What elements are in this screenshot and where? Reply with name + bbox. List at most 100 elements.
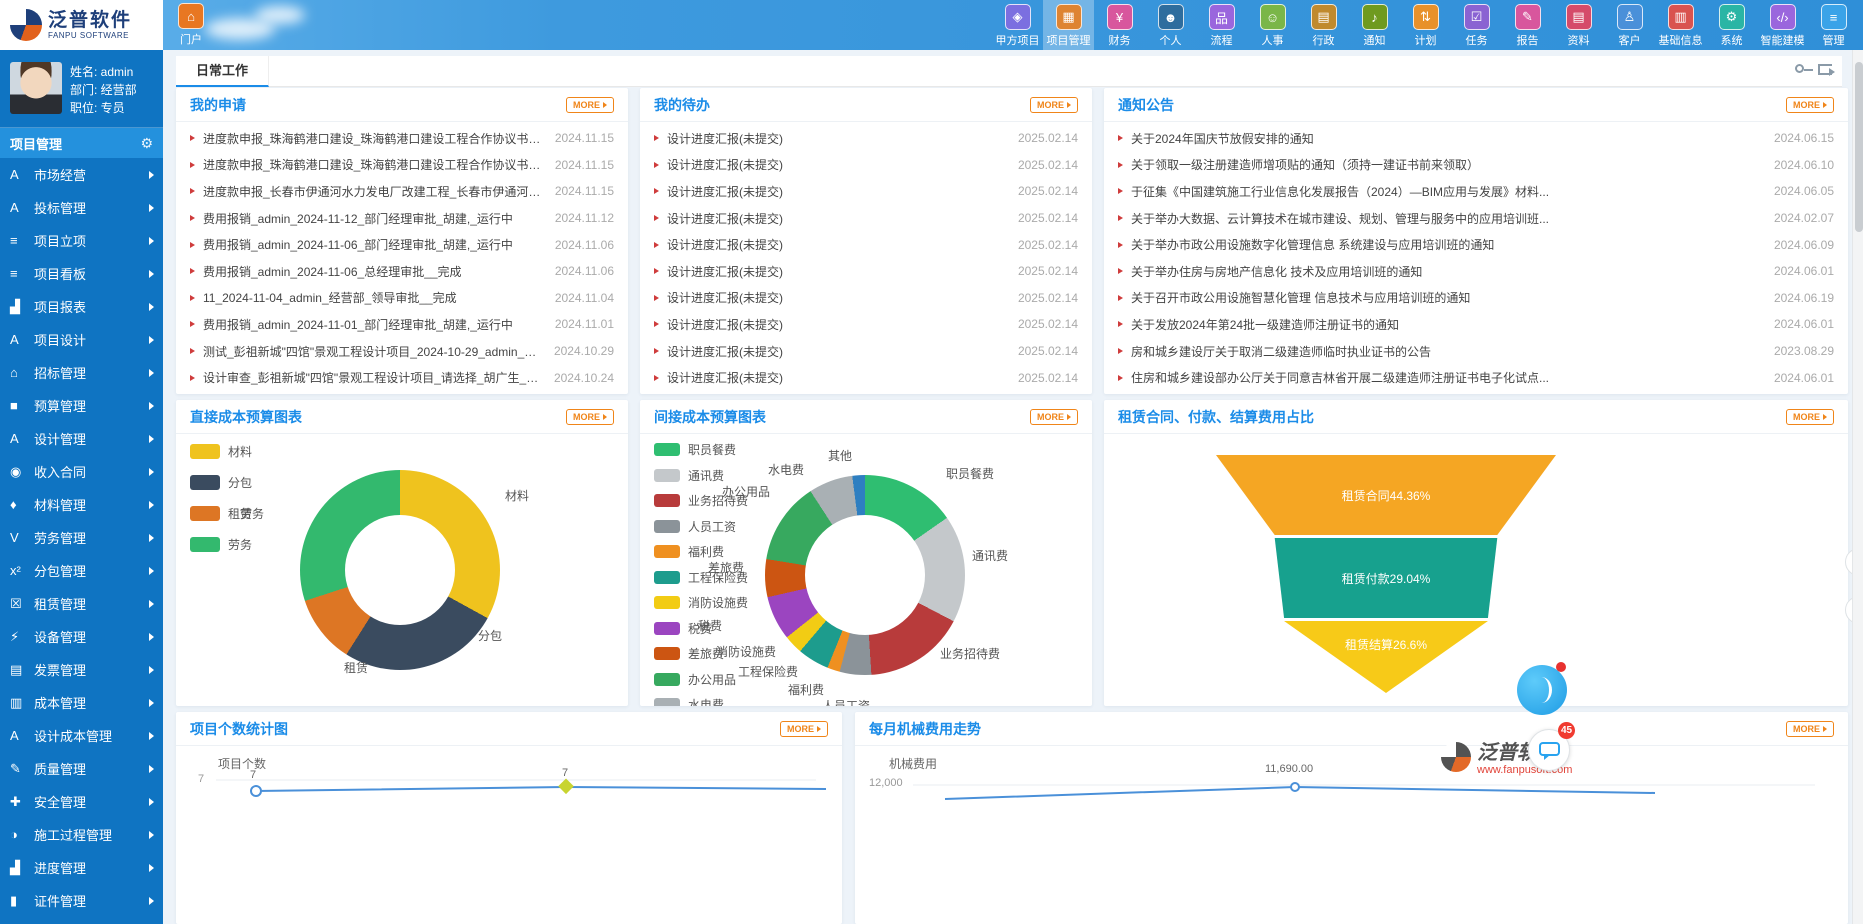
list-item[interactable]: 设计进度汇报(未提交) 2025.02.14: [654, 285, 1078, 312]
sidebar-menu-item[interactable]: A 市场经营: [0, 158, 163, 191]
sidebar-menu-item[interactable]: x² 分包管理: [0, 554, 163, 587]
tab-daily-work[interactable]: 日常工作: [176, 56, 269, 87]
list-item[interactable]: 进度款申报_长春市伊通河水力发电厂改建工程_长春市伊通河水力发电... 2024…: [190, 178, 614, 205]
list-item[interactable]: 关于发放2024年第24批一级建造师注册证书的通知 2024.06.01: [1118, 311, 1834, 338]
sidebar-menu-item[interactable]: ≡ 项目看板: [0, 257, 163, 290]
list-item[interactable]: 设计进度汇报(未提交) 2025.02.14: [654, 205, 1078, 232]
nav-item[interactable]: 品 流程: [1196, 0, 1247, 50]
sidebar-menu-item[interactable]: ✎ 质量管理: [0, 752, 163, 785]
sidebar-menu-item[interactable]: A 投标管理: [0, 191, 163, 224]
nav-item[interactable]: ✎ 报告: [1502, 0, 1553, 50]
list-item[interactable]: 设计进度汇报(未提交) 2025.02.14: [654, 178, 1078, 205]
legend-item[interactable]: 办公用品: [654, 671, 748, 688]
funnel-segment-settlement[interactable]: 租赁结算26.6%: [1216, 621, 1556, 693]
list-item[interactable]: 住房和城乡建设部办公厅关于同意吉林省开展二级建造师注册证书电子化试点... 20…: [1118, 364, 1834, 391]
list-item[interactable]: 关于举办大数据、云计算技术在城市建设、规划、管理与服务中的应用培训班... 20…: [1118, 205, 1834, 232]
nav-item[interactable]: ♙ 客户: [1604, 0, 1655, 50]
nav-item[interactable]: ⚙ 系统: [1706, 0, 1757, 50]
more-button[interactable]: MORE: [566, 409, 614, 425]
list-item[interactable]: 进度款申报_珠海鹤港口建设_珠海鹤港口建设工程合作协议书_admin_... 2…: [190, 152, 614, 179]
sidebar-menu-item[interactable]: A 设计管理: [0, 422, 163, 455]
funnel-segment-contract[interactable]: 租赁合同44.36%: [1216, 455, 1556, 535]
more-button[interactable]: MORE: [1786, 97, 1834, 113]
legend-item[interactable]: 人员工资: [654, 518, 748, 535]
legend-item[interactable]: 材料: [190, 443, 252, 460]
nav-item[interactable]: ⇅ 计划: [1400, 0, 1451, 50]
gear-icon[interactable]: ⚙: [140, 135, 153, 152]
list-item[interactable]: 费用报销_admin_2024-11-06_部门经理审批_胡建,_运行中 202…: [190, 231, 614, 258]
nav-item[interactable]: ▤ 行政: [1298, 0, 1349, 50]
sidebar-menu-item[interactable]: ⌂ 招标管理: [0, 356, 163, 389]
password-key-icon[interactable]: [1795, 64, 1804, 73]
sidebar-menu-item[interactable]: ■ 预算管理: [0, 389, 163, 422]
list-item[interactable]: 房和城乡建设厅关于取消二级建造师临时执业证书的公告 2023.08.29: [1118, 338, 1834, 365]
nav-item[interactable]: ◈ 甲方项目: [992, 0, 1043, 50]
list-item[interactable]: 设计进度汇报(未提交) 2025.02.14: [654, 152, 1078, 179]
list-item[interactable]: 设计进度汇报(未提交) 2025.02.14: [654, 125, 1078, 152]
list-item[interactable]: 关于领取一级注册建造师增项贴的通知（须持一建证书前来领取） 2024.06.10: [1118, 152, 1834, 179]
sidebar-menu-item[interactable]: ⚡ 设备管理: [0, 620, 163, 653]
more-button[interactable]: MORE: [1030, 409, 1078, 425]
sidebar-menu-item[interactable]: ≡ 项目立项: [0, 224, 163, 257]
nav-item[interactable]: ☑ 任务: [1451, 0, 1502, 50]
sidebar-menu-item[interactable]: ◉ 收入合同: [0, 455, 163, 488]
sidebar-section-project-management[interactable]: 项目管理 ⚙: [0, 128, 163, 158]
legend-item[interactable]: 消防设施费: [654, 594, 748, 611]
legend-item[interactable]: 分包: [190, 474, 252, 491]
list-item[interactable]: 于征集《中国建筑施工行业信息化发展报告（2024）—BIM应用与发展》材料...…: [1118, 178, 1834, 205]
logout-icon[interactable]: [1818, 64, 1832, 75]
list-item[interactable]: 设计审查_彭祖新城"四馆"景观工程设计项目_请选择_胡广生_2024-10-2.…: [190, 364, 614, 391]
more-button[interactable]: MORE: [1786, 721, 1834, 737]
sidebar-menu-item[interactable]: V 劳务管理: [0, 521, 163, 554]
list-item[interactable]: 设计进度汇报(未提交) 2025.02.14: [654, 231, 1078, 258]
list-item[interactable]: 设计进度汇报(未提交) 2025.02.14: [654, 258, 1078, 285]
user-avatar[interactable]: [10, 62, 62, 114]
list-item[interactable]: 进度款申报_珠海鹤港口建设_珠海鹤港口建设工程合作协议书_admin_... 2…: [190, 125, 614, 152]
list-item[interactable]: 关于召开市政公用设施智慧化管理 信息技术与应用培训班的通知 2024.06.19: [1118, 285, 1834, 312]
nav-item[interactable]: ▦ 项目管理: [1043, 0, 1094, 50]
sidebar-menu-item[interactable]: ◑ 施工过程管理: [0, 818, 163, 851]
sidebar-menu-item[interactable]: ▤ 发票管理: [0, 653, 163, 686]
legend-item[interactable]: 职员餐费: [654, 441, 748, 458]
list-item[interactable]: 费用报销_admin_2024-11-06_总经理审批__完成 2024.11.…: [190, 258, 614, 285]
list-item[interactable]: 关于举办市政公用设施数字化管理信息 系统建设与应用培训班的通知 2024.06.…: [1118, 231, 1834, 258]
nav-item[interactable]: ▤ 资料: [1553, 0, 1604, 50]
sidebar-menu-item[interactable]: ♦ 材料管理: [0, 488, 163, 521]
nav-item[interactable]: ≡ 管理: [1808, 0, 1859, 50]
sidebar-menu-item[interactable]: ▟ 项目报表: [0, 290, 163, 323]
sidebar-menu-item[interactable]: ☒ 租赁管理: [0, 587, 163, 620]
funnel-segment-payment[interactable]: 租赁付款29.04%: [1216, 538, 1556, 618]
more-button[interactable]: MORE: [1030, 97, 1078, 113]
legend-item[interactable]: 福利费: [654, 543, 748, 560]
nav-item[interactable]: ☻ 个人: [1145, 0, 1196, 50]
sidebar-menu-item[interactable]: ▮ 证件管理: [0, 884, 163, 917]
nav-item[interactable]: ‹/› 智能建模: [1757, 0, 1808, 50]
nav-item[interactable]: ¥ 财务: [1094, 0, 1145, 50]
sidebar-menu-item[interactable]: ▥ 成本管理: [0, 686, 163, 719]
nav-item-portal[interactable]: ⌂ 门户: [168, 3, 214, 49]
sidebar-menu-item[interactable]: ▟ 进度管理: [0, 851, 163, 884]
nav-item[interactable]: ☺ 人事: [1247, 0, 1298, 50]
legend-item[interactable]: 劳务: [190, 536, 252, 553]
list-item[interactable]: 设计进度汇报(未提交) 2025.02.14: [654, 364, 1078, 391]
more-button[interactable]: MORE: [566, 97, 614, 113]
list-item[interactable]: 关于2024年国庆节放假安排的通知 2024.06.15: [1118, 125, 1834, 152]
nav-item[interactable]: ♪ 通知: [1349, 0, 1400, 50]
legend-item[interactable]: 水电费: [654, 696, 748, 706]
message-float-button[interactable]: [1517, 665, 1567, 715]
sidebar-menu-item[interactable]: A 设计成本管理: [0, 719, 163, 752]
list-item[interactable]: 费用报销_admin_2024-11-12_部门经理审批_胡建,_运行中 202…: [190, 205, 614, 232]
sidebar-menu-item[interactable]: A 项目设计: [0, 323, 163, 356]
more-button[interactable]: MORE: [1786, 409, 1834, 425]
list-item[interactable]: 11_2024-11-04_admin_经营部_领导审批__完成 2024.11…: [190, 285, 614, 312]
more-button[interactable]: MORE: [780, 721, 828, 737]
scrollbar-thumb[interactable]: [1855, 62, 1863, 232]
list-item[interactable]: 设计进度汇报(未提交) 2025.02.14: [654, 311, 1078, 338]
list-item[interactable]: 设计进度汇报(未提交) 2025.02.14: [654, 338, 1078, 365]
nav-item[interactable]: ▥ 基础信息: [1655, 0, 1706, 50]
legend-item[interactable]: 通讯费: [654, 467, 748, 484]
list-item[interactable]: 费用报销_admin_2024-11-01_部门经理审批_胡建,_运行中 202…: [190, 311, 614, 338]
list-item[interactable]: 关于举办住房与房地产信息化 技术及应用培训班的通知 2024.06.01: [1118, 258, 1834, 285]
sidebar-menu-item[interactable]: ✚ 安全管理: [0, 785, 163, 818]
list-item[interactable]: 测试_彭祖新城"四馆"景观工程设计项目_2024-10-29_admin_结束_…: [190, 338, 614, 365]
